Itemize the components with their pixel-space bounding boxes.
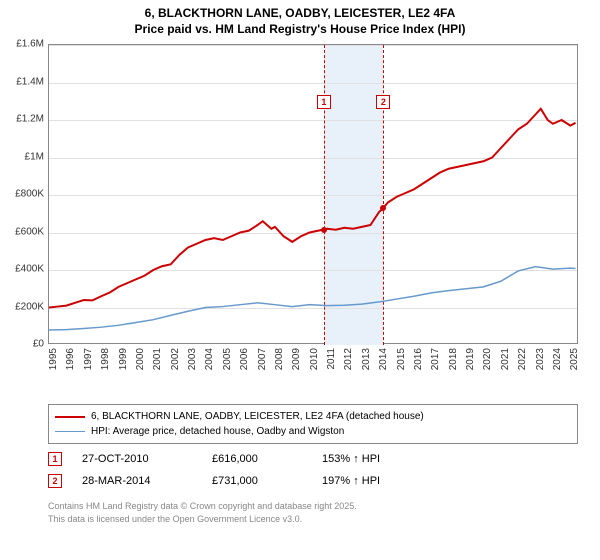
sale-box-1: 1 (48, 452, 62, 466)
chart-title: 6, BLACKTHORN LANE, OADBY, LEICESTER, LE… (0, 0, 600, 39)
line-svg (49, 45, 579, 345)
sale-pct-1: 153% ↑ HPI (322, 453, 442, 465)
x-tick-label: 2009 (291, 348, 302, 370)
x-tick-label: 2023 (535, 348, 546, 370)
x-tick-label: 2014 (378, 348, 389, 370)
title-line-2: Price paid vs. HM Land Registry's House … (0, 22, 600, 38)
x-tick-label: 2000 (135, 348, 146, 370)
legend-swatch-price (55, 416, 85, 418)
x-tick-label: 1995 (48, 348, 59, 370)
y-tick-label: £800K (15, 189, 44, 200)
x-tick-label: 2007 (257, 348, 268, 370)
x-tick-label: 2018 (448, 348, 459, 370)
x-tick-label: 2024 (552, 348, 563, 370)
series-price-line (49, 109, 576, 308)
x-tick-label: 1996 (65, 348, 76, 370)
x-tick-label: 2002 (170, 348, 181, 370)
legend-item-hpi: HPI: Average price, detached house, Oadb… (55, 424, 571, 439)
x-tick-label: 2003 (187, 348, 198, 370)
y-tick-label: £1M (25, 151, 44, 162)
legend-label-hpi: HPI: Average price, detached house, Oadb… (91, 424, 344, 439)
sale-price-2: £731,000 (212, 475, 302, 487)
series-hpi-line (49, 267, 576, 330)
sale-marker-1 (321, 227, 327, 233)
sales-table: 1 27-OCT-2010 £616,000 153% ↑ HPI 2 28-M… (48, 448, 578, 492)
x-tick-label: 2010 (309, 348, 320, 370)
y-tick-label: £1.4M (16, 76, 44, 87)
footer: Contains HM Land Registry data © Crown c… (48, 500, 578, 525)
x-tick-label: 1999 (118, 348, 129, 370)
footer-line-1: Contains HM Land Registry data © Crown c… (48, 500, 578, 513)
sale-date-2: 28-MAR-2014 (82, 475, 192, 487)
x-tick-label: 2013 (361, 348, 372, 370)
y-tick-label: £600K (15, 226, 44, 237)
legend-swatch-hpi (55, 431, 85, 433)
x-tick-label: 2017 (430, 348, 441, 370)
plot-region: 1 2 (48, 44, 578, 344)
x-tick-label: 1997 (83, 348, 94, 370)
sale-marker-2 (380, 205, 386, 211)
x-tick-label: 1998 (100, 348, 111, 370)
y-tick-label: £200K (15, 301, 44, 312)
footer-line-2: This data is licensed under the Open Gov… (48, 513, 578, 526)
callout-2: 2 (376, 95, 390, 109)
x-tick-label: 2001 (152, 348, 163, 370)
sale-date-1: 27-OCT-2010 (82, 453, 192, 465)
legend-label-price: 6, BLACKTHORN LANE, OADBY, LEICESTER, LE… (91, 409, 424, 424)
sale-price-1: £616,000 (212, 453, 302, 465)
x-tick-label: 2015 (396, 348, 407, 370)
y-tick-label: £1.6M (16, 39, 44, 50)
legend-item-price: 6, BLACKTHORN LANE, OADBY, LEICESTER, LE… (55, 409, 571, 424)
x-tick-label: 2008 (274, 348, 285, 370)
x-tick-label: 2011 (326, 348, 337, 370)
x-tick-label: 2025 (569, 348, 580, 370)
legend: 6, BLACKTHORN LANE, OADBY, LEICESTER, LE… (48, 404, 578, 444)
sale-pct-2: 197% ↑ HPI (322, 475, 442, 487)
x-tick-label: 2016 (413, 348, 424, 370)
x-tick-label: 2019 (465, 348, 476, 370)
x-tick-label: 2006 (239, 348, 250, 370)
y-tick-label: £0 (33, 339, 44, 350)
x-tick-label: 2021 (500, 348, 511, 370)
sale-row-2: 2 28-MAR-2014 £731,000 197% ↑ HPI (48, 470, 578, 492)
x-tick-label: 2020 (482, 348, 493, 370)
y-tick-label: £400K (15, 264, 44, 275)
x-tick-label: 2004 (204, 348, 215, 370)
sale-box-2: 2 (48, 474, 62, 488)
x-tick-label: 2022 (517, 348, 528, 370)
chart-container: 6, BLACKTHORN LANE, OADBY, LEICESTER, LE… (0, 0, 600, 560)
sale-row-1: 1 27-OCT-2010 £616,000 153% ↑ HPI (48, 448, 578, 470)
title-line-1: 6, BLACKTHORN LANE, OADBY, LEICESTER, LE… (0, 6, 600, 22)
chart-area: 1 2 £0£200K£400K£600K£800K£1M£1.2M£1.4M£… (48, 44, 578, 364)
callout-1: 1 (317, 95, 331, 109)
x-tick-label: 2012 (343, 348, 354, 370)
x-tick-label: 2005 (222, 348, 233, 370)
y-tick-label: £1.2M (16, 114, 44, 125)
